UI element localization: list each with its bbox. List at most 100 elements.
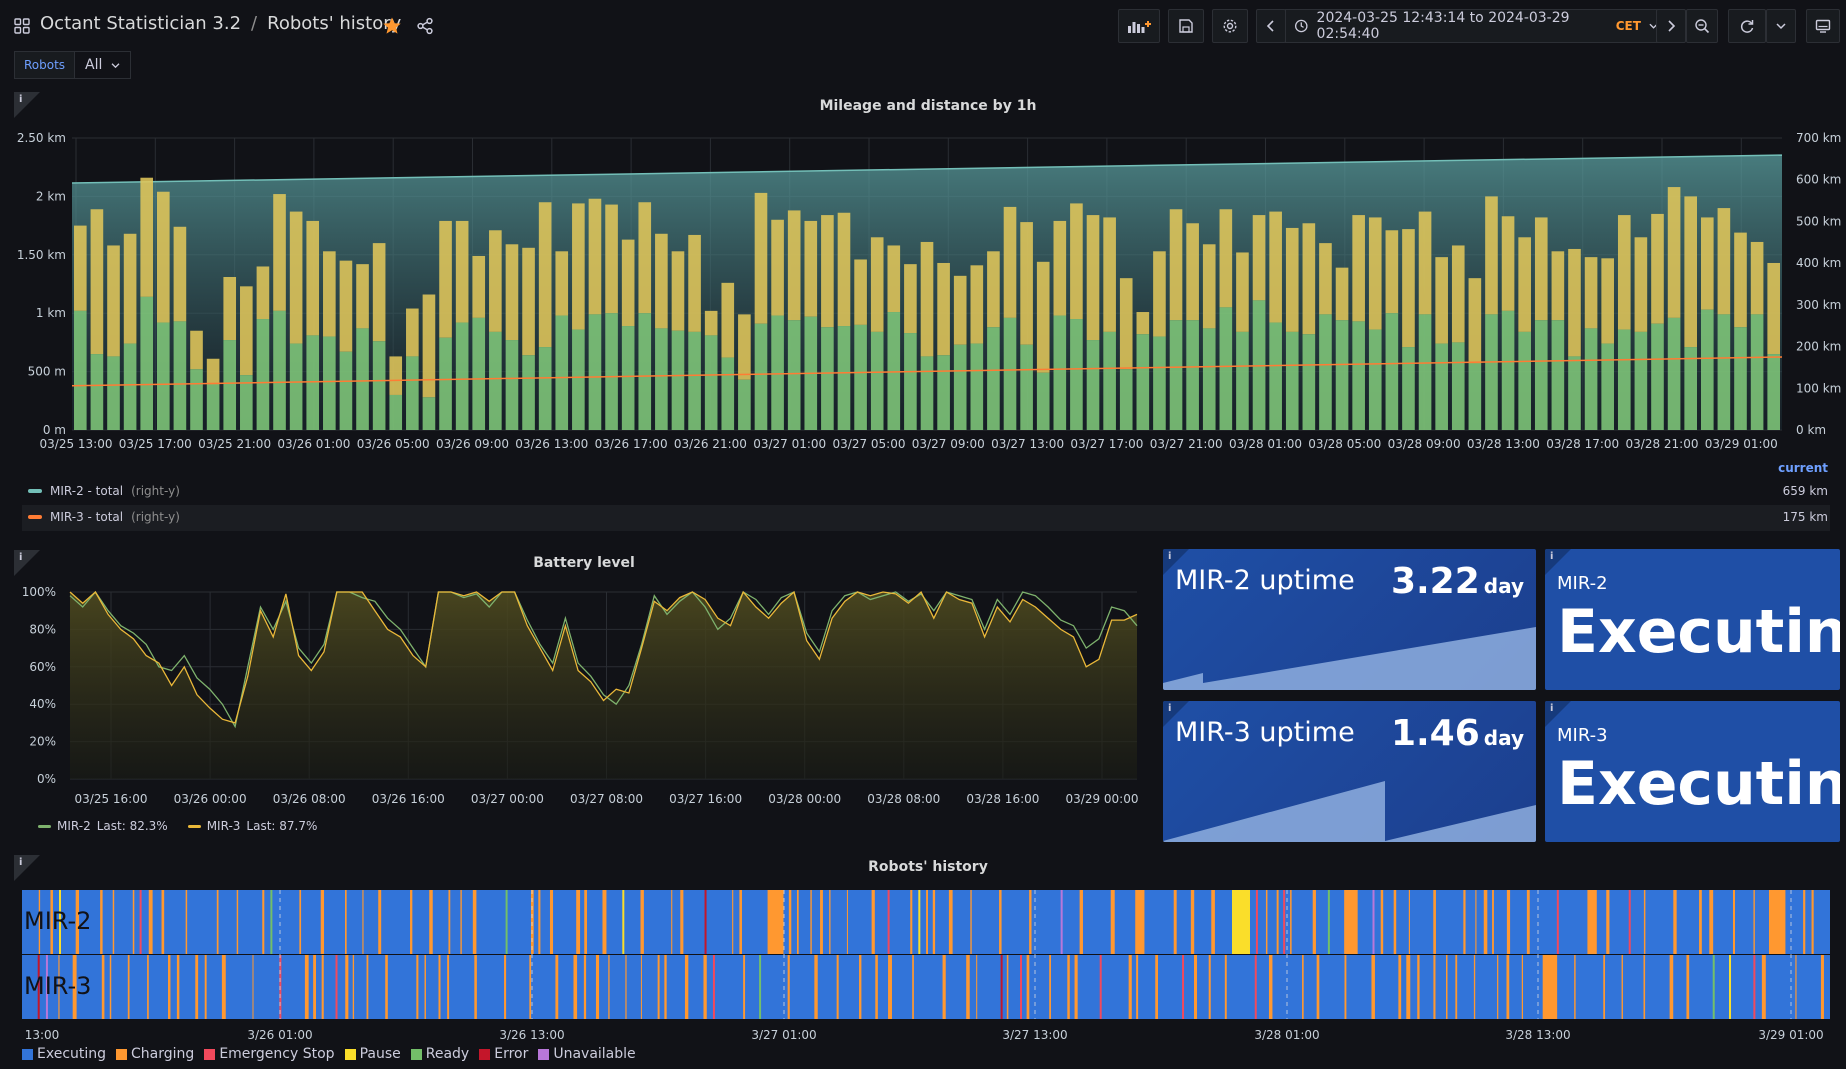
timeline-state-segment — [1265, 890, 1268, 954]
breadcrumb-app-link[interactable]: Octant Statistician 3.2 — [40, 13, 242, 34]
legend-row-highlight — [22, 505, 1830, 531]
legend-series-name[interactable]: MIR-2 — [57, 819, 91, 833]
x-tick-label: 03/25 13:00 — [40, 437, 113, 451]
stat-unit: day — [1483, 726, 1524, 750]
bar-segment-green — [1617, 329, 1631, 430]
panel-info-icon[interactable]: i — [1163, 701, 1189, 727]
bar-segment-yellow — [821, 215, 834, 328]
x-tick-label: 03/26 13:00 — [515, 437, 588, 451]
panel-info-icon[interactable]: i — [14, 855, 40, 881]
bar-segment-green — [1070, 319, 1083, 430]
time-shift-forward-button[interactable] — [1656, 9, 1686, 43]
legend-swatch — [116, 1048, 128, 1060]
refresh-interval-dropdown[interactable] — [1766, 9, 1796, 43]
star-icon[interactable] — [382, 16, 402, 36]
timeline-state-segment — [1686, 955, 1690, 1019]
state-legend-item[interactable]: Executing — [22, 1046, 106, 1062]
share-icon[interactable] — [416, 17, 434, 35]
legend-item-mir3-total[interactable]: MIR-3 - total (right-y) — [28, 510, 180, 524]
timeline-state-segment — [1254, 955, 1257, 1019]
legend-series-name[interactable]: MIR-3 — [206, 819, 241, 833]
timeline-state-segment — [1732, 890, 1735, 954]
timezone-badge: CET — [1615, 19, 1641, 33]
battery-legend: MIR-2 Last: 82.3% MIR-3 Last: 87.7% — [38, 819, 317, 833]
timeline-state-segment — [787, 955, 790, 1019]
timeline-state-segment — [1255, 890, 1258, 954]
bar-segment-yellow — [1103, 217, 1116, 332]
panel-info-icon[interactable]: i — [1163, 549, 1189, 575]
mir3-uptime-panel: i MIR-3 uptime 1.46 day — [1163, 701, 1536, 842]
state-legend-item[interactable]: Charging — [116, 1046, 194, 1062]
bar-segment-green — [140, 296, 154, 430]
bar-segment-yellow — [704, 310, 718, 336]
tv-mode-button[interactable] — [1806, 9, 1840, 43]
timeline-state-segment — [703, 955, 707, 1019]
bar-segment-green — [1568, 356, 1581, 430]
panel-info-icon[interactable]: i — [14, 550, 40, 576]
panel-info-icon[interactable]: i — [1545, 549, 1571, 575]
timeline-state-segment — [1492, 890, 1494, 954]
bar-segment-yellow — [804, 220, 818, 317]
settings-button[interactable] — [1212, 9, 1248, 43]
timeline-state-segment — [1344, 955, 1347, 1019]
bar-segment-yellow — [206, 358, 220, 385]
timeline-state-segment — [1135, 890, 1145, 954]
refresh-button[interactable] — [1728, 9, 1766, 43]
timeline-state-segment — [948, 890, 953, 954]
time-shift-back-button[interactable] — [1256, 9, 1286, 43]
timeline-state-segment — [970, 890, 972, 954]
timeline-state-segment — [671, 890, 673, 954]
timeline-state-segment — [1155, 955, 1158, 1019]
timeline-state-segment — [127, 955, 130, 1019]
state-legend-item[interactable]: Pause — [344, 1046, 401, 1062]
timeline-state-segment — [1669, 955, 1674, 1019]
y-tick-label: 60% — [29, 660, 56, 674]
panel-info-icon[interactable]: i — [14, 92, 40, 118]
time-range-picker[interactable]: 2024-03-25 12:43:14 to 2024-03-29 02:54:… — [1285, 9, 1659, 43]
panel-info-icon[interactable]: i — [1545, 701, 1571, 727]
timeline-state-segment — [859, 955, 862, 1019]
legend-series-name: MIR-3 - total — [50, 510, 124, 524]
bar-segment-yellow — [140, 177, 154, 297]
bar-segment-green — [289, 343, 303, 430]
add-panel-button[interactable] — [1118, 9, 1160, 43]
apps-grid-icon[interactable] — [14, 18, 30, 34]
state-legend-label: Ready — [425, 1046, 470, 1062]
bar-segment-yellow — [1169, 209, 1183, 321]
zoom-out-button[interactable] — [1686, 9, 1718, 43]
robots-variable-select[interactable]: All — [74, 51, 131, 79]
bar-segment-green — [1485, 314, 1498, 430]
bar-segment-green — [1667, 317, 1681, 430]
timeline-state-segment — [888, 955, 892, 1019]
state-legend-label: Pause — [359, 1046, 401, 1062]
timeline-state-segment — [345, 890, 347, 954]
x-tick-label: 03/26 21:00 — [674, 437, 747, 451]
timeline-state-segment — [270, 890, 273, 954]
save-dashboard-button[interactable] — [1168, 9, 1204, 43]
timeline-state-segment — [1208, 955, 1211, 1019]
y-left-tick-label: 500 m — [28, 365, 66, 379]
x-tick-label: 03/26 16:00 — [372, 792, 445, 806]
bar-segment-yellow — [688, 234, 701, 332]
timeline-state-segment — [1709, 890, 1714, 954]
bar-segment-green — [754, 323, 768, 430]
y-tick-label: 20% — [29, 735, 56, 749]
timeline-state-segment — [712, 955, 715, 1019]
timeline-x-tick-label: 3/26 13:00 — [499, 1028, 564, 1040]
legend-item-mir2-total[interactable]: MIR-2 - total (right-y) — [28, 484, 180, 498]
state-legend-item[interactable]: Ready — [410, 1046, 470, 1062]
timeline-state-segment — [1060, 890, 1063, 954]
stat-title: MIR-3 uptime — [1175, 717, 1355, 748]
state-legend-item[interactable]: Unavailable — [538, 1046, 636, 1062]
dashboard-title[interactable]: Robots' history — [267, 13, 402, 34]
timeline-state-segment — [640, 890, 644, 954]
timeline-state-segment — [176, 955, 180, 1019]
timeline-x-tick-label: 3/27 13:00 — [1002, 1028, 1067, 1040]
timeline-state-segment — [448, 890, 451, 954]
legend-swatch — [410, 1048, 422, 1060]
state-legend-item[interactable]: Emergency Stop — [204, 1046, 335, 1062]
timeline-state-segment — [1006, 955, 1009, 1019]
state-legend-item[interactable]: Error — [479, 1046, 528, 1062]
timeline-state-segment — [910, 890, 913, 954]
y-right-tick-label: 200 km — [1796, 340, 1841, 354]
